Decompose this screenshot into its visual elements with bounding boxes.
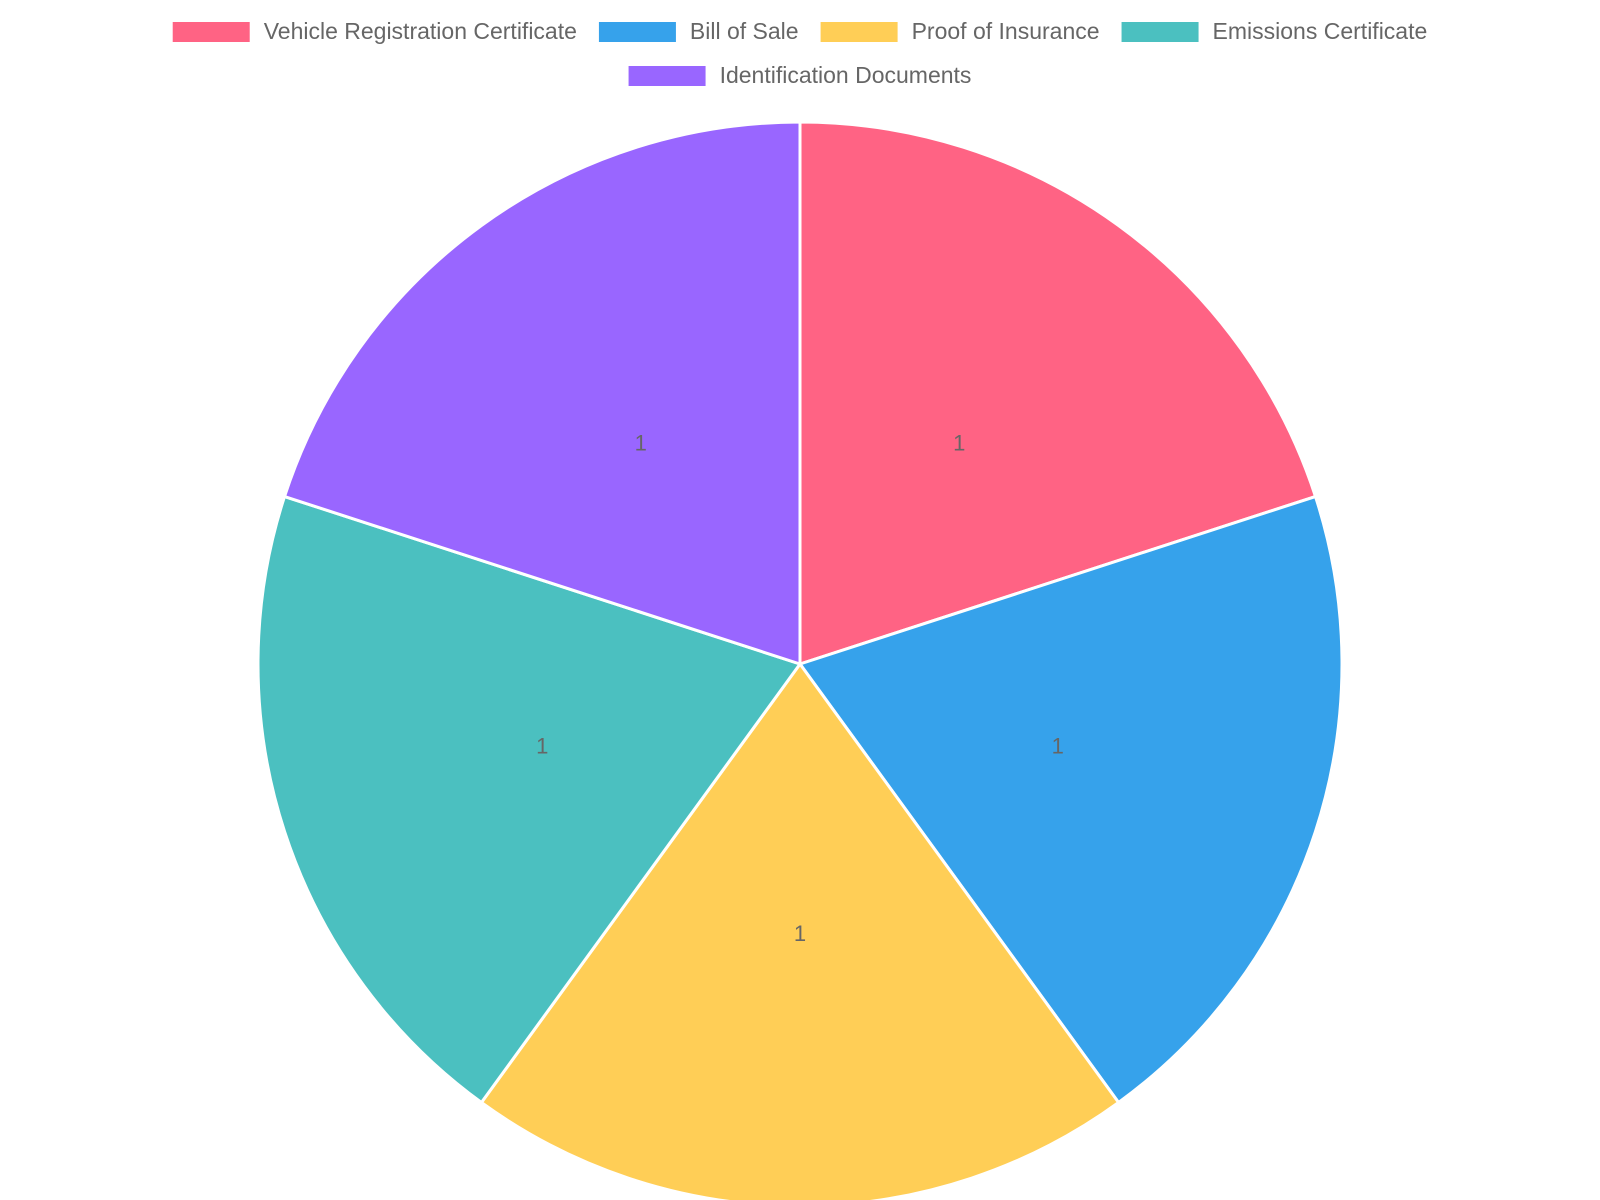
pie-slice[interactable] [256, 494, 803, 1105]
value-label: 1 [536, 734, 548, 759]
value-label: 1 [1052, 734, 1064, 759]
legend-label: Proof of Insurance [912, 18, 1100, 44]
legend-label: Emissions Certificate [1213, 18, 1428, 44]
value-label: 1 [794, 921, 806, 946]
legend-swatch [820, 22, 898, 42]
legend-item[interactable]: Proof of Insurance [820, 18, 1100, 44]
legend-item[interactable]: Bill of Sale [598, 18, 799, 44]
legend-swatch [172, 22, 250, 42]
legend-item[interactable]: Emissions Certificate [1121, 18, 1428, 44]
legend-label: Vehicle Registration Certificate [264, 18, 577, 44]
pie-slice[interactable] [479, 661, 1121, 1200]
value-label: 1 [635, 431, 647, 456]
legend-item[interactable]: Vehicle Registration Certificate [172, 18, 577, 44]
legend-item[interactable]: Identification Documents [628, 62, 972, 88]
legend-label: Bill of Sale [690, 18, 799, 44]
value-label: 1 [953, 431, 965, 456]
pie-slice[interactable] [798, 120, 1318, 667]
pie-slice[interactable] [797, 494, 1344, 1105]
pie-slice[interactable] [282, 120, 802, 667]
legend-swatch [1121, 22, 1199, 42]
legend-swatch [628, 66, 706, 86]
legend-label: Identification Documents [720, 62, 972, 88]
legend-swatch [598, 22, 676, 42]
legend: Vehicle Registration Certificate Bill of … [172, 18, 1428, 88]
pie: 1 1 1 1 1 [256, 120, 1344, 1200]
